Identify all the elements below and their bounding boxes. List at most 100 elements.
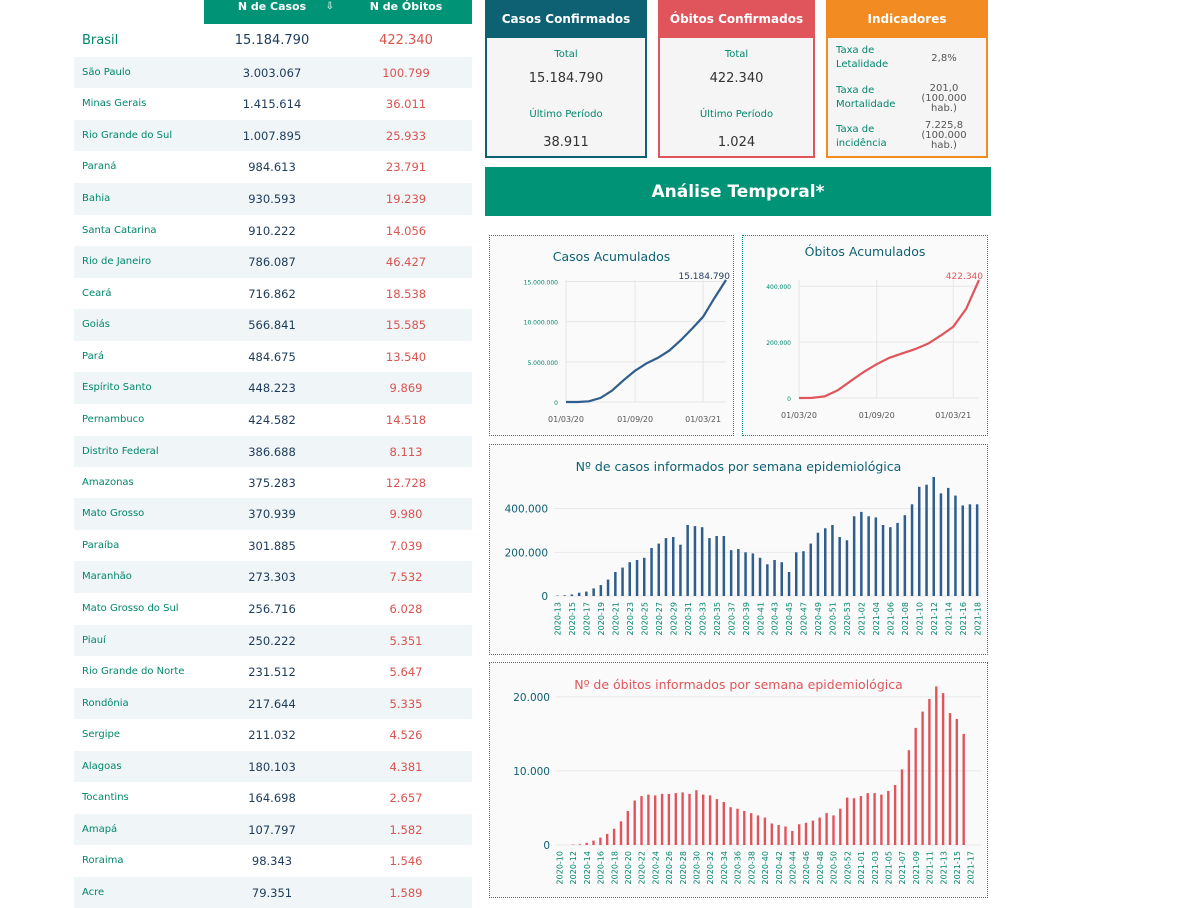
cases-total-value: 15.184.790: [487, 71, 645, 86]
y-tick-label: 200.000: [766, 340, 791, 347]
bar: [634, 801, 636, 846]
deaths-value: 14.056: [340, 215, 472, 246]
x-tick-label: 2020-33: [698, 602, 707, 635]
bar: [750, 813, 752, 845]
annotation-label: 422.340: [946, 272, 983, 282]
x-tick-label: 2020-51: [829, 602, 838, 635]
x-tick-label: 2020-28: [679, 851, 688, 884]
bar: [766, 564, 769, 596]
deaths-last-period-label: Último Período: [660, 109, 813, 120]
x-tick-label: 2020-19: [597, 602, 606, 635]
column-header-cases[interactable]: N de Casos ⇩: [204, 0, 340, 24]
x-tick-label: 2020-18: [610, 851, 619, 884]
sort-icon[interactable]: ⇩: [326, 0, 334, 13]
state-name: Pernambuco: [82, 404, 192, 436]
bar: [889, 527, 892, 596]
bar: [636, 560, 639, 596]
bar: [831, 525, 834, 596]
cases-value: 217.644: [204, 688, 340, 719]
x-tick-label: 2020-13: [554, 602, 563, 635]
column-header-deaths[interactable]: N de Óbitos: [340, 0, 472, 24]
bar: [701, 527, 704, 596]
x-tick-label: 2020-22: [638, 851, 647, 884]
x-tick-label: 2021-07: [898, 851, 907, 884]
column-header-deaths-label: N de Óbitos: [370, 0, 443, 13]
x-tick-label: 2020-38: [747, 851, 756, 884]
y-tick-label: 20.000: [513, 692, 550, 704]
x-tick-label: 2020-12: [569, 851, 578, 884]
weekly-cases-chart[interactable]: Nº de casos informados por semana epidem…: [489, 444, 988, 655]
bar: [832, 815, 834, 845]
bar: [592, 841, 594, 845]
bar: [901, 769, 903, 845]
bar: [606, 834, 608, 845]
bar: [620, 821, 622, 845]
bar: [875, 517, 878, 596]
state-name: Rio Grande do Sul: [82, 120, 192, 151]
indicator-value: 7.225,8 (100.000 hab.): [914, 121, 974, 151]
bar: [627, 811, 629, 845]
indicator-value: 201,0 (100.000 hab.): [914, 84, 974, 114]
deaths-value: 1.546: [340, 845, 472, 877]
x-tick-label: 2021-11: [926, 851, 935, 884]
deaths-value: 1.582: [340, 814, 472, 845]
x-tick-label: 2021-05: [884, 851, 893, 884]
x-tick-label: 2021-08: [901, 602, 910, 635]
bar: [729, 807, 731, 845]
bar: [744, 552, 747, 596]
bar: [963, 734, 965, 845]
weekly-deaths-chart[interactable]: Nº de óbitos informados por semana epide…: [489, 662, 988, 898]
column-header-cases-label: N de Casos: [238, 0, 306, 13]
bar: [695, 790, 697, 845]
cases-value: 231.512: [204, 656, 340, 688]
bar: [867, 516, 870, 596]
bar: [954, 496, 957, 596]
x-tick-label: 2020-44: [788, 851, 797, 884]
cases-card-title: Casos Confirmados: [487, 0, 645, 38]
y-tick-label: 0: [541, 591, 548, 603]
cases-value: 375.283: [204, 467, 340, 498]
deaths-value: 25.933: [340, 120, 472, 151]
state-name: Amapá: [82, 814, 192, 845]
deaths-value: 7.532: [340, 561, 472, 593]
x-tick-label: 2020-16: [597, 851, 606, 884]
bar: [773, 560, 776, 596]
x-tick-label: 01/03/20: [781, 411, 817, 420]
bar: [757, 815, 759, 845]
indicators-card-title: Indicadores: [828, 0, 986, 38]
deaths-value: 422.340: [340, 24, 472, 57]
state-name: Distrito Federal: [82, 436, 192, 467]
state-name: Maranhão: [82, 561, 192, 593]
cases-value: 15.184.790: [204, 24, 340, 57]
